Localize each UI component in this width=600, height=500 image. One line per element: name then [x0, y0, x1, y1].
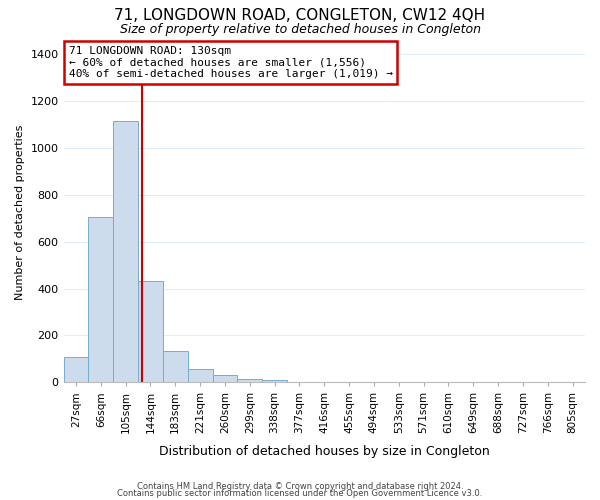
Bar — [88, 216, 113, 382]
Bar — [163, 352, 188, 382]
Text: Contains public sector information licensed under the Open Government Licence v3: Contains public sector information licen… — [118, 490, 482, 498]
Text: 71 LONGDOWN ROAD: 130sqm
← 60% of detached houses are smaller (1,556)
40% of sem: 71 LONGDOWN ROAD: 130sqm ← 60% of detach… — [69, 46, 393, 79]
Bar — [212, 375, 238, 382]
Bar — [138, 281, 163, 382]
Bar — [64, 357, 88, 382]
Text: Contains HM Land Registry data © Crown copyright and database right 2024.: Contains HM Land Registry data © Crown c… — [137, 482, 463, 491]
Bar — [262, 380, 287, 382]
X-axis label: Distribution of detached houses by size in Congleton: Distribution of detached houses by size … — [159, 444, 490, 458]
Bar — [188, 369, 212, 382]
Y-axis label: Number of detached properties: Number of detached properties — [15, 124, 25, 300]
Text: 71, LONGDOWN ROAD, CONGLETON, CW12 4QH: 71, LONGDOWN ROAD, CONGLETON, CW12 4QH — [115, 8, 485, 22]
Bar — [238, 378, 262, 382]
Bar — [113, 122, 138, 382]
Text: Size of property relative to detached houses in Congleton: Size of property relative to detached ho… — [119, 22, 481, 36]
